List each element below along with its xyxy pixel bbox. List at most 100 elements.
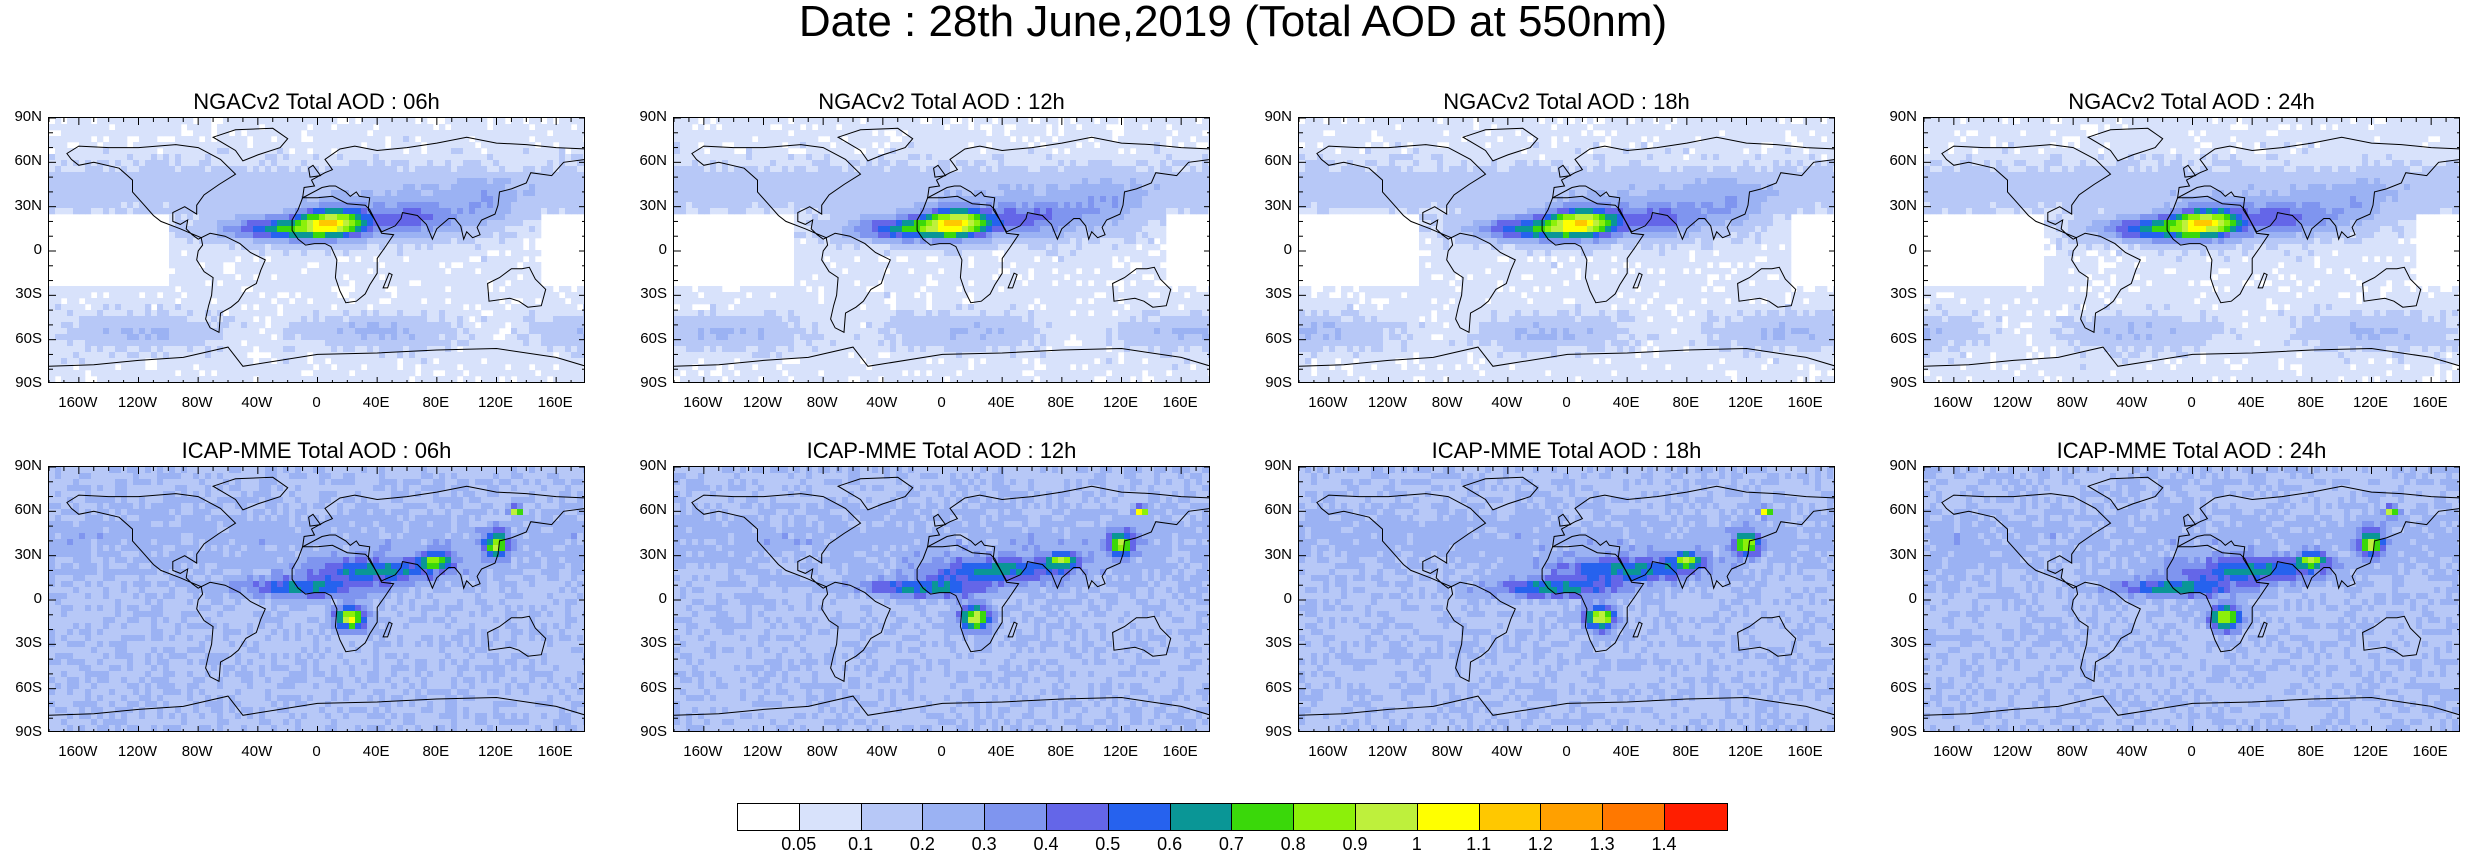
colorbar-swatch bbox=[1109, 804, 1171, 830]
latitude-label: 0 bbox=[2, 591, 42, 607]
aod-field-svg bbox=[1924, 467, 2460, 732]
longitude-label: 120E bbox=[1091, 744, 1151, 760]
longitude-label: 160W bbox=[48, 395, 108, 411]
panel-title: NGACv2 Total AOD : 06h bbox=[0, 90, 645, 116]
longitude-label: 40E bbox=[971, 395, 1031, 411]
aod-field-svg bbox=[1299, 467, 1835, 732]
latitude-label: 30N bbox=[1252, 547, 1292, 563]
aod-field-svg bbox=[1299, 118, 1835, 383]
aod-map bbox=[673, 466, 1210, 732]
longitude-label: 80E bbox=[2281, 744, 2341, 760]
colorbar-label: 0.7 bbox=[1201, 835, 1261, 853]
longitude-label: 80E bbox=[406, 395, 466, 411]
longitude-label: 80E bbox=[1031, 744, 1091, 760]
latitude-label: 30S bbox=[1252, 635, 1292, 651]
longitude-label: 80E bbox=[1031, 395, 1091, 411]
panel-title: NGACv2 Total AOD : 18h bbox=[1238, 90, 1895, 116]
latitude-label: 0 bbox=[2, 242, 42, 258]
colorbar-label: 0.2 bbox=[892, 835, 952, 853]
colorbar-label: 0.1 bbox=[831, 835, 891, 853]
longitude-label: 160W bbox=[673, 395, 733, 411]
longitude-label: 80W bbox=[2042, 395, 2102, 411]
aod-field-svg bbox=[49, 467, 585, 732]
latitude-label: 30N bbox=[2, 547, 42, 563]
longitude-label: 160E bbox=[2400, 744, 2460, 760]
latitude-label: 60S bbox=[1877, 680, 1917, 696]
latitude-label: 90S bbox=[627, 724, 667, 740]
longitude-label: 40E bbox=[1596, 395, 1656, 411]
longitude-label: 0 bbox=[912, 395, 972, 411]
longitude-label: 120W bbox=[733, 744, 793, 760]
longitude-label: 120W bbox=[1358, 395, 1418, 411]
figure-title: Date : 28th June,2019 (Total AOD at 550n… bbox=[0, 0, 2466, 48]
panel-title: NGACv2 Total AOD : 12h bbox=[613, 90, 1270, 116]
longitude-label: 0 bbox=[2162, 744, 2222, 760]
aod-map bbox=[1923, 466, 2460, 732]
aod-map bbox=[673, 117, 1210, 383]
longitude-label: 80E bbox=[1656, 744, 1716, 760]
latitude-label: 0 bbox=[627, 242, 667, 258]
panel-title: ICAP-MME Total AOD : 24h bbox=[1863, 439, 2466, 465]
longitude-label: 120E bbox=[1091, 395, 1151, 411]
latitude-label: 60N bbox=[2, 502, 42, 518]
longitude-label: 80W bbox=[2042, 744, 2102, 760]
latitude-label: 60N bbox=[1252, 502, 1292, 518]
longitude-label: 40E bbox=[2221, 395, 2281, 411]
longitude-label: 160E bbox=[1775, 744, 1835, 760]
longitude-label: 80W bbox=[167, 395, 227, 411]
latitude-label: 90N bbox=[1877, 109, 1917, 125]
latitude-label: 60S bbox=[1252, 680, 1292, 696]
latitude-label: 90N bbox=[1877, 458, 1917, 474]
latitude-label: 60N bbox=[1252, 153, 1292, 169]
latitude-label: 60N bbox=[627, 153, 667, 169]
aod-field-svg bbox=[49, 118, 585, 383]
latitude-label: 0 bbox=[1252, 242, 1292, 258]
latitude-label: 60S bbox=[2, 331, 42, 347]
colorbar-swatch bbox=[1665, 804, 1727, 830]
longitude-label: 0 bbox=[1537, 395, 1597, 411]
latitude-label: 90N bbox=[627, 458, 667, 474]
colorbar-swatch bbox=[800, 804, 862, 830]
colorbar-label: 1.2 bbox=[1510, 835, 1570, 853]
colorbar-label: 1 bbox=[1387, 835, 1447, 853]
colorbar-swatch bbox=[1480, 804, 1542, 830]
colorbar-label: 1.1 bbox=[1449, 835, 1509, 853]
colorbar-swatch bbox=[738, 804, 800, 830]
latitude-label: 90S bbox=[2, 724, 42, 740]
latitude-label: 90S bbox=[1252, 724, 1292, 740]
longitude-label: 0 bbox=[1537, 744, 1597, 760]
longitude-label: 120E bbox=[466, 395, 526, 411]
colorbar-label: 0.05 bbox=[769, 835, 829, 853]
colorbar-label: 1.3 bbox=[1572, 835, 1632, 853]
colorbar-swatch bbox=[1418, 804, 1480, 830]
latitude-label: 30N bbox=[1877, 198, 1917, 214]
colorbar-swatch bbox=[1541, 804, 1603, 830]
longitude-label: 160E bbox=[2400, 395, 2460, 411]
latitude-label: 60N bbox=[1877, 502, 1917, 518]
longitude-label: 40W bbox=[227, 744, 287, 760]
latitude-label: 90N bbox=[627, 109, 667, 125]
longitude-label: 80E bbox=[406, 744, 466, 760]
longitude-label: 40W bbox=[227, 395, 287, 411]
panel-title: NGACv2 Total AOD : 24h bbox=[1863, 90, 2466, 116]
longitude-label: 160W bbox=[1923, 744, 1983, 760]
longitude-label: 160E bbox=[1150, 395, 1210, 411]
latitude-label: 60S bbox=[1877, 331, 1917, 347]
longitude-label: 80E bbox=[2281, 395, 2341, 411]
colorbar-swatch bbox=[1171, 804, 1233, 830]
latitude-label: 60S bbox=[627, 680, 667, 696]
longitude-label: 80W bbox=[1417, 395, 1477, 411]
latitude-label: 30S bbox=[1877, 286, 1917, 302]
colorbar-label: 0.9 bbox=[1325, 835, 1385, 853]
colorbar-swatch bbox=[1232, 804, 1294, 830]
longitude-label: 160W bbox=[673, 744, 733, 760]
latitude-label: 60N bbox=[2, 153, 42, 169]
latitude-label: 60N bbox=[1877, 153, 1917, 169]
longitude-label: 40W bbox=[852, 744, 912, 760]
